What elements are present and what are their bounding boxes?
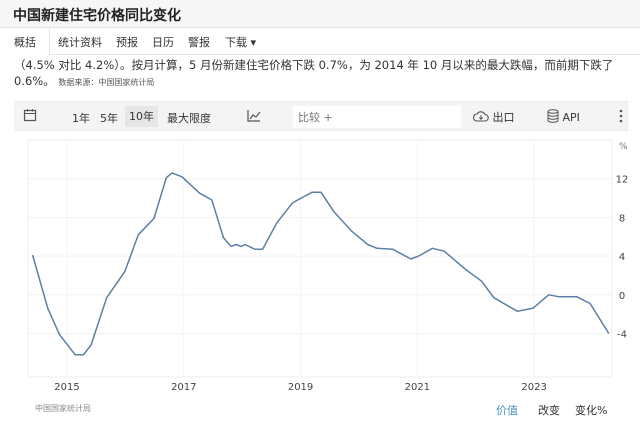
x-tick-label: 2017: [171, 382, 196, 390]
chart-toolbar: 1年 5年 10年 最大限度 出口 API: [14, 101, 628, 131]
tab-download[interactable]: 下载 ▾: [225, 36, 257, 49]
cloud-download-icon: [472, 111, 489, 122]
plot-area: [27, 139, 613, 378]
more-vertical-icon[interactable]: [619, 109, 623, 126]
title-bar: 中国新建住宅价格同比变化: [0, 0, 640, 28]
tab-statistics[interactable]: 统计资料: [58, 36, 102, 49]
database-icon: [547, 109, 559, 123]
tab-alerts[interactable]: 警报: [188, 36, 210, 49]
mode-change-percent[interactable]: 变化%: [575, 404, 608, 417]
y-unit-label: %: [619, 142, 628, 152]
range-5y[interactable]: 5年: [100, 112, 118, 125]
description: （4.5% 对比 4.2%）。按月计算，5 月份新建住宅价格下跌 0.7%，为 …: [14, 57, 634, 91]
tab-forecast[interactable]: 预报: [116, 36, 138, 49]
y-tick-label: 4: [619, 252, 625, 263]
calendar-icon[interactable]: [23, 108, 37, 125]
mode-value[interactable]: 价值: [496, 404, 518, 417]
page-title: 中国新建住宅价格同比变化: [13, 8, 181, 24]
description-text: （4.5% 对比 4.2%）。按月计算，5 月份新建住宅价格下跌 0.7%，为 …: [14, 58, 614, 88]
export-label: 出口: [492, 111, 515, 124]
line-chart-icon[interactable]: [247, 109, 261, 125]
export-button[interactable]: 出口: [472, 109, 515, 125]
footer-source: 中国国家统计局: [35, 404, 91, 413]
active-tab-box: [0, 28, 50, 55]
compare-input[interactable]: [293, 106, 461, 128]
tab-overview[interactable]: 概括: [14, 34, 36, 50]
series-line: [31, 172, 610, 356]
y-tick-label: -4: [617, 329, 627, 340]
price-line-chart: 12 8 4 0 -4% 2015 2017 2019 2021 2023: [27, 139, 629, 390]
x-tick-label: 2019: [288, 382, 313, 390]
tab-calendar[interactable]: 日历: [152, 36, 174, 49]
x-tick-label: 2023: [521, 382, 546, 390]
range-max[interactable]: 最大限度: [167, 112, 211, 125]
x-tick-label: 2021: [405, 382, 430, 390]
y-tick-label: 8: [619, 213, 625, 224]
mode-change[interactable]: 改变: [538, 404, 560, 417]
range-1y[interactable]: 1年: [72, 112, 90, 125]
data-source: 数据来源：中国国家统计局: [58, 78, 155, 87]
y-tick-label: 12: [616, 175, 629, 186]
range-10y[interactable]: 10年: [125, 106, 158, 127]
api-button[interactable]: API: [547, 109, 580, 124]
tab-bar: 概括 统计资料 预报 日历 警报 下载 ▾: [0, 28, 640, 55]
y-tick-label: 0: [619, 291, 625, 302]
x-tick-label: 2015: [54, 382, 79, 390]
api-label: API: [562, 111, 580, 124]
